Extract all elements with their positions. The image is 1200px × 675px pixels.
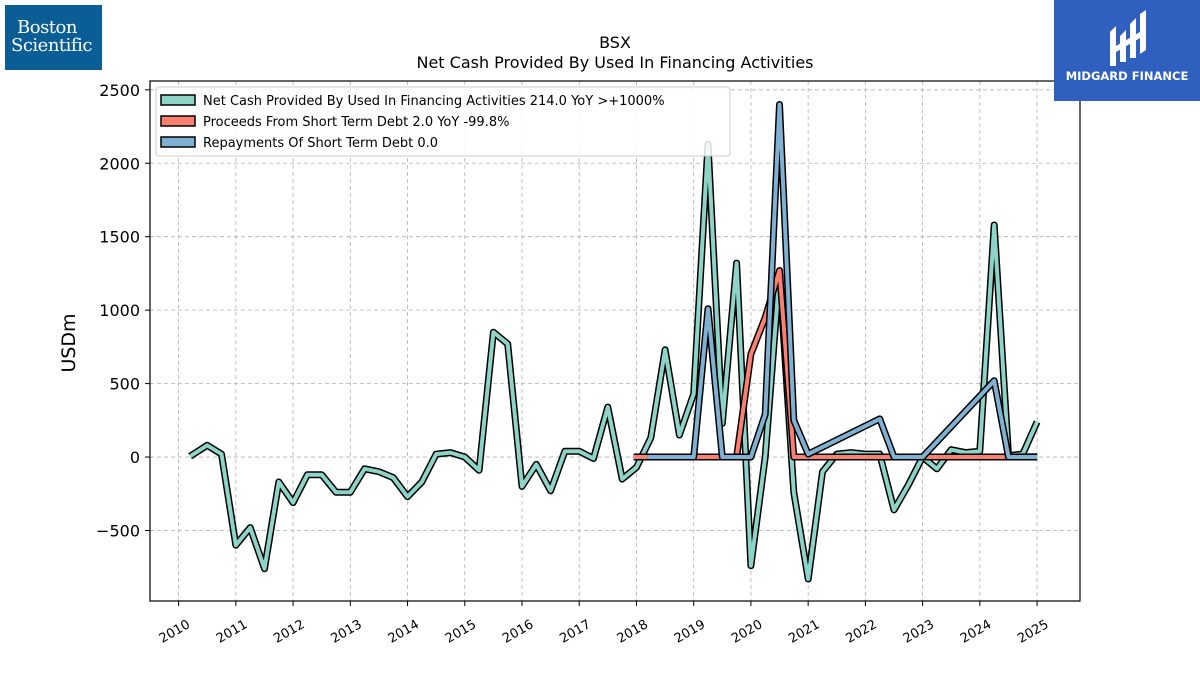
y-tick-label: 1000: [99, 301, 140, 320]
series-1-line: [189, 142, 1039, 581]
y-axis-label: USDm: [58, 313, 80, 372]
chart-title: BSX: [599, 33, 631, 52]
logo-line-1: Boston: [17, 17, 77, 38]
midgard-mark-icon: [1110, 10, 1146, 66]
x-tick-label: 2022: [844, 617, 880, 647]
x-tick-label: 2012: [271, 617, 307, 647]
x-tick-label: 2014: [386, 617, 422, 647]
boston-scientific-logo: Boston Scientific: [5, 5, 102, 70]
x-tick-label: 2017: [557, 617, 593, 647]
x-tick-label: 2011: [214, 617, 250, 647]
x-axis: 2010 2011 2012 2013 2014 2015 2016 2017 2018 2019…: [157, 601, 1051, 647]
chart-subtitle: Net Cash Provided By Used In Financing A…: [416, 53, 813, 72]
x-tick-label: 2023: [901, 617, 937, 647]
legend-swatch: [160, 94, 196, 106]
x-tick-label: 2019: [672, 617, 708, 647]
series-3-line: [647, 102, 1038, 459]
x-tick-label: 2024: [958, 617, 994, 647]
x-tick-label: 2010: [157, 617, 193, 647]
midgard-finance-logo: MIDGARD FINANCE: [1054, 0, 1200, 101]
x-tick-label: 2013: [328, 617, 364, 647]
plot-frame: [149, 80, 1081, 602]
legend-label: Proceeds From Short Term Debt 2.0 YoY -9…: [203, 115, 509, 130]
x-tick-label: 2021: [786, 617, 822, 647]
y-tick-label: 2500: [99, 81, 140, 100]
x-tick-label: 2016: [500, 617, 536, 647]
x-tick-label: 2020: [729, 617, 765, 647]
y-axis: −500 0 500 1000 1500 2000 2500: [96, 81, 150, 540]
y-tick-label: 2000: [99, 154, 140, 173]
y-tick-label: −500: [96, 521, 140, 540]
y-tick-label: 500: [109, 375, 140, 394]
x-tick-label: 2025: [1015, 617, 1051, 647]
legend-label: Net Cash Provided By Used In Financing A…: [203, 94, 665, 109]
series-1-outline: [188, 140, 1041, 583]
grid-lines: [150, 81, 1080, 601]
series-layer: [188, 101, 1041, 583]
y-tick-label: 0: [130, 448, 140, 467]
legend-label: Repayments Of Short Term Debt 0.0: [203, 136, 438, 151]
y-tick-label: 1500: [99, 228, 140, 247]
x-tick-label: 2018: [615, 617, 651, 647]
legend-swatch: [160, 115, 196, 127]
legend-swatch: [160, 136, 196, 148]
logo-line-2: Scientific: [11, 35, 92, 56]
legend: Net Cash Provided By Used In Financing A…: [155, 86, 731, 157]
logo-name: MIDGARD FINANCE: [1065, 69, 1189, 83]
legend-box: [155, 86, 731, 157]
x-tick-label: 2015: [443, 617, 479, 647]
